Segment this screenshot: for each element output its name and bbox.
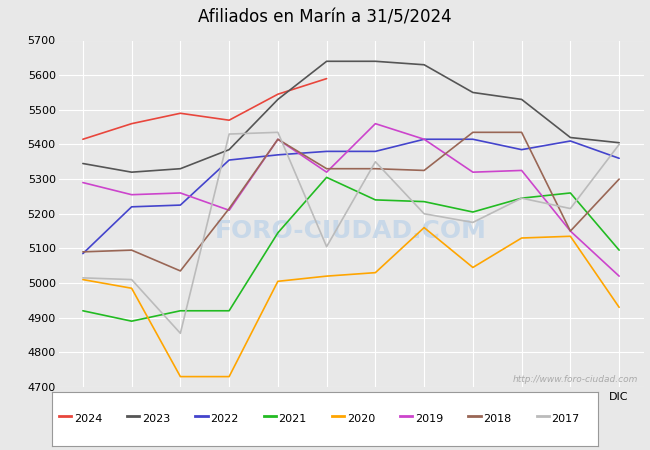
Text: 2017: 2017 <box>552 414 580 423</box>
Text: 2024: 2024 <box>74 414 102 423</box>
Text: Afiliados en Marín a 31/5/2024: Afiliados en Marín a 31/5/2024 <box>198 9 452 27</box>
Text: 2018: 2018 <box>484 414 512 423</box>
Text: 2022: 2022 <box>211 414 239 423</box>
Text: 2023: 2023 <box>142 414 170 423</box>
Text: http://www.foro-ciudad.com: http://www.foro-ciudad.com <box>512 374 638 383</box>
Text: 2020: 2020 <box>347 414 375 423</box>
Text: FORO-CIUDAD.COM: FORO-CIUDAD.COM <box>215 219 487 243</box>
Text: 2021: 2021 <box>279 414 307 423</box>
Text: 2019: 2019 <box>415 414 443 423</box>
